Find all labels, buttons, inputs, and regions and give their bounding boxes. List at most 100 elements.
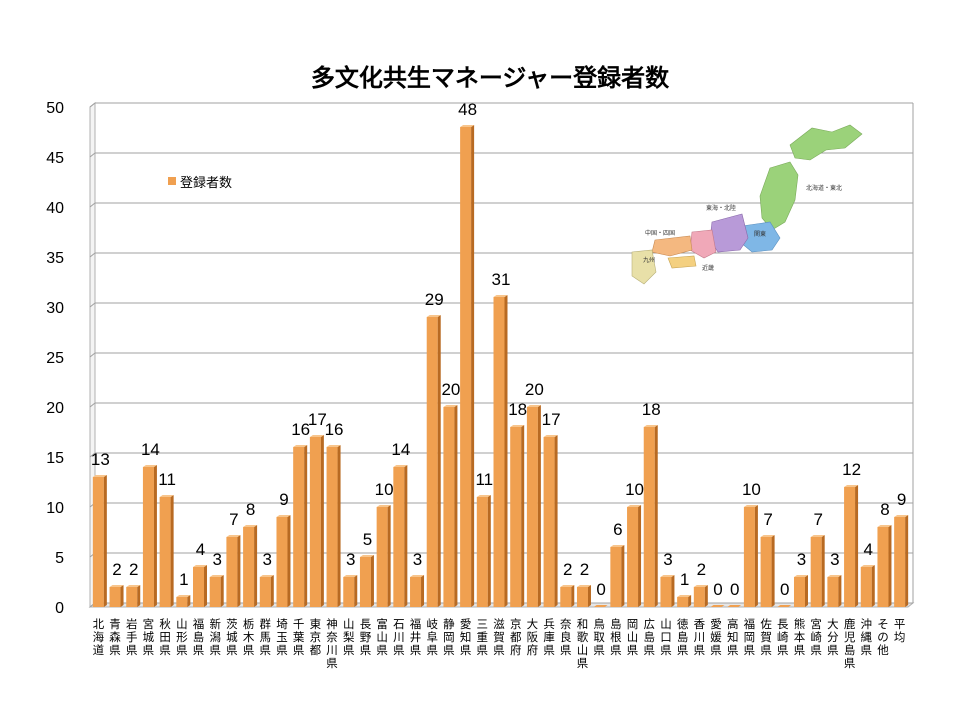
x-category-char: 井 [410,630,422,644]
x-category-char: 県 [109,643,121,657]
bar-front [693,587,705,607]
bar [844,485,859,607]
gridline-diag [89,352,96,358]
gridline-diag [89,102,96,108]
bar [860,565,875,607]
data-label: 31 [492,270,511,289]
bar-front [476,497,488,607]
bar-front [243,527,255,607]
bar-side [254,525,258,607]
bar-side [504,295,508,607]
data-label: 18 [642,400,661,419]
x-category-char: 宮 [810,617,822,631]
x-category-char: 海 [93,630,105,644]
bar-front [393,467,405,607]
bar-top [610,545,625,547]
bar [627,505,642,607]
gridline-diag [89,202,96,208]
gridline-diag [89,252,96,258]
bar-front [410,577,422,607]
x-category-char: 重 [477,630,489,644]
data-label: 0 [713,580,722,599]
x-category-char: 県 [426,643,438,657]
bar-front [259,577,271,607]
bar-side [137,585,141,607]
bar-side [888,525,892,607]
bar-top [126,585,141,587]
bar-top [543,435,558,437]
map-region-label: 中国・四国 [645,229,675,237]
bar-front [443,407,455,607]
y-tick-label: 10 [46,500,64,517]
bar [426,315,441,607]
bar-top [894,515,909,517]
bar-top [827,575,842,577]
x-category-char: 形 [176,630,188,644]
bar-front [209,577,221,607]
x-category-char: 府 [527,643,539,657]
legend-label: 登録者数 [180,176,232,191]
bar-side [404,465,408,607]
data-label: 16 [291,420,310,439]
bar-top [743,505,758,507]
bar [727,605,742,607]
x-category-char: 県 [209,643,221,657]
bar-top [860,565,875,567]
bar [376,505,391,607]
x-category-char: そ [877,617,889,631]
bar-side [671,575,675,607]
x-category-char: 香 [694,617,706,631]
x-category-char: 川 [393,630,405,644]
bar-side [153,465,157,607]
x-category-char: 県 [176,643,188,657]
data-label: 10 [375,480,394,499]
bar-front [359,557,371,607]
bar [359,555,374,607]
x-category-char: 県 [126,643,138,657]
bar-top [193,565,208,567]
x-category-char: 根 [610,630,622,644]
bar-front [643,427,655,607]
bar-top [793,575,808,577]
x-category-char: 県 [744,643,756,657]
bar [593,605,608,607]
x-category-char: 阜 [426,630,438,644]
map-region-label: 九州 [643,256,655,264]
bar-top [443,405,458,407]
bar-front [343,577,355,607]
data-label: 9 [897,490,906,509]
bar-top [493,295,508,297]
data-label: 10 [625,480,644,499]
bar-zero [593,605,608,607]
bar-top [276,515,291,517]
x-category-char: 馬 [260,630,272,644]
x-category-char: 県 [326,656,338,670]
bar-side [337,445,341,607]
x-category-char: 大 [827,617,839,631]
x-category-char: 潟 [209,630,221,644]
x-category-char: 県 [777,643,789,657]
x-category-char: 県 [477,643,489,657]
x-category-char: 県 [827,643,839,657]
bar-side [354,575,358,607]
bar-front [126,587,138,607]
x-category-char: 島 [610,617,622,631]
x-category-char: 沖 [861,617,873,631]
x-category-char: 梨 [343,630,355,644]
bar-top [810,535,825,537]
x-category-char: 平 [894,617,906,631]
x-category-char: 県 [276,643,288,657]
y-tick-label: 20 [46,400,64,417]
x-category-char: 県 [844,656,856,670]
bar-top [243,525,258,527]
x-category-char: 茨 [226,617,238,631]
x-category-char: 島 [643,630,655,644]
x-category-char: 県 [493,643,505,657]
bar-front [660,577,672,607]
data-label: 14 [141,440,160,459]
y-tick-labels: 0 5 10 15 20 25 30 35 40 45 50 [46,100,64,617]
x-category-char: の [877,630,889,644]
x-category-char: 県 [443,643,455,657]
bar [293,445,308,607]
